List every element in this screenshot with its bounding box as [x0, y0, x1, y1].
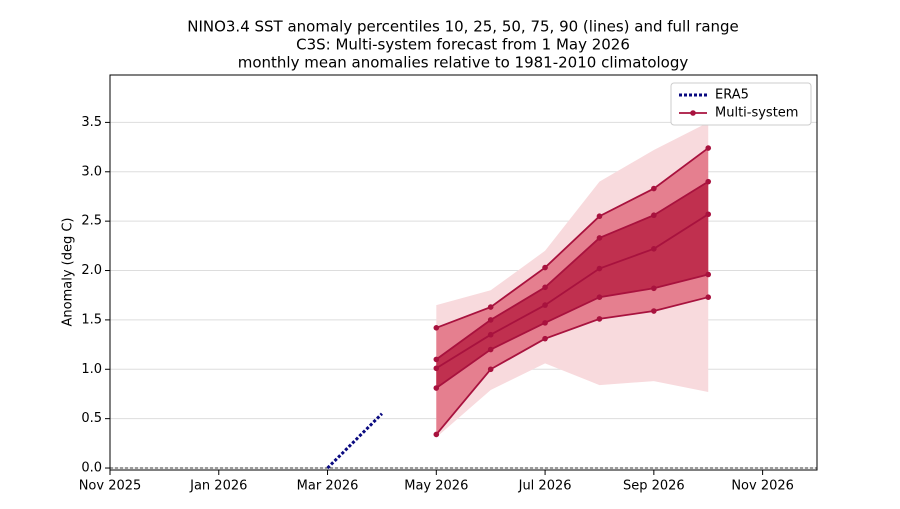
- y-axis-label: Anomaly (deg C): [61, 217, 76, 326]
- percentile-point: [596, 294, 603, 300]
- y-tick-label: 0.5: [81, 411, 102, 426]
- percentile-point: [487, 366, 494, 373]
- percentile-line: [435, 213, 709, 370]
- percentile-point: [596, 316, 603, 322]
- legend-label: ERA5: [715, 88, 749, 103]
- plot-frame: [109, 74, 818, 471]
- percentile-point: [651, 246, 657, 252]
- y-tick-label: 1.5: [81, 312, 102, 327]
- y-tick-label: 3.0: [81, 164, 102, 179]
- percentile-point: [433, 356, 440, 363]
- percentile-point: [433, 385, 440, 391]
- percentile-point: [596, 265, 603, 272]
- percentile-point: [433, 365, 440, 372]
- percentile-point: [651, 308, 657, 314]
- y-tick-label: 0.0: [81, 461, 102, 476]
- percentile-point: [487, 304, 494, 310]
- percentile-point: [433, 431, 440, 438]
- percentile-point: [705, 294, 712, 300]
- percentile-line: [435, 296, 709, 436]
- era5-line: [326, 412, 383, 470]
- x-tick-label: May 2026: [404, 479, 468, 494]
- percentile-point: [542, 264, 548, 271]
- percentile-point: [542, 284, 548, 291]
- chart-title: monthly mean anomalies relative to 1981-…: [238, 54, 689, 72]
- x-tick-label: Mar 2026: [297, 479, 359, 494]
- chart-title: C3S: Multi-system forecast from 1 May 20…: [296, 36, 630, 54]
- percentile-point: [705, 178, 712, 185]
- percentile-point: [487, 317, 494, 323]
- percentile-point: [542, 335, 548, 342]
- legend-label: Multi-system: [715, 106, 798, 121]
- x-tick-label: Jul 2026: [518, 479, 572, 494]
- percentile-line: [435, 147, 709, 329]
- percentile-point: [705, 211, 712, 218]
- percentile-point: [487, 346, 494, 353]
- percentile-point: [542, 302, 548, 308]
- percentile-point: [651, 212, 657, 219]
- percentile-point: [542, 320, 548, 326]
- y-tick-label: 2.0: [81, 263, 102, 278]
- percentile-point: [487, 331, 494, 338]
- y-tick-label: 3.5: [81, 115, 102, 130]
- percentile-line: [435, 180, 709, 361]
- percentile-point: [651, 185, 657, 192]
- legend-swatch: [690, 110, 696, 116]
- percentile-point: [705, 271, 712, 278]
- percentile-point: [596, 235, 603, 241]
- y-tick-label: 1.0: [81, 362, 102, 377]
- percentile-point: [596, 213, 603, 220]
- x-tick-label: Sep 2026: [623, 479, 685, 494]
- x-tick-label: Nov 2026: [731, 479, 794, 494]
- x-tick-label: Jan 2026: [189, 479, 247, 494]
- percentile-point: [433, 325, 440, 331]
- x-tick-label: Nov 2025: [79, 479, 142, 494]
- percentile-line: [435, 273, 709, 389]
- y-tick-label: 2.5: [81, 214, 102, 229]
- chart-title: NINO3.4 SST anomaly percentiles 10, 25, …: [187, 18, 739, 36]
- inner-percentile-band: [436, 181, 709, 389]
- percentile-point: [705, 145, 712, 151]
- percentile-point: [651, 285, 657, 292]
